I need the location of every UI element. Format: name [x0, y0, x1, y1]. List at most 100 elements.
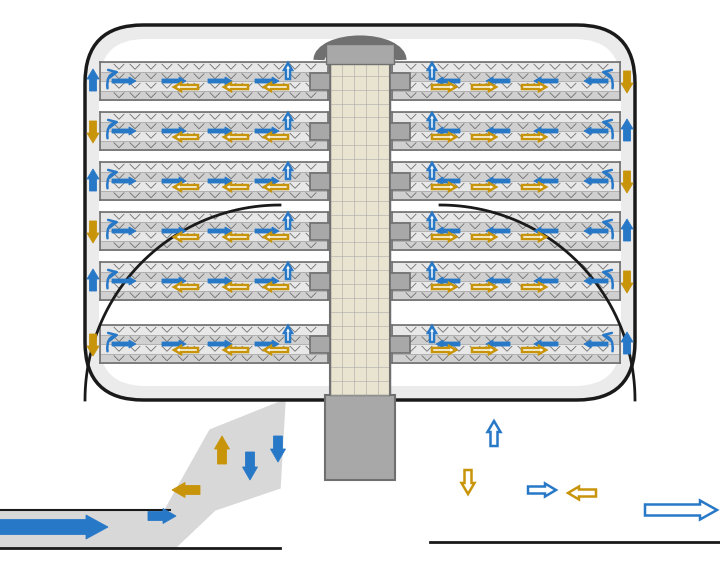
FancyArrow shape	[271, 436, 286, 462]
FancyArrow shape	[432, 133, 456, 141]
Bar	[100, 281, 328, 291]
FancyArrow shape	[224, 283, 248, 291]
Bar	[100, 344, 328, 353]
FancyArrow shape	[534, 340, 558, 348]
FancyArrow shape	[148, 509, 176, 523]
FancyArrow shape	[255, 77, 279, 85]
FancyArrow shape	[255, 277, 279, 285]
Bar	[330, 48, 390, 395]
Bar	[310, 273, 330, 290]
FancyArrow shape	[486, 277, 510, 285]
FancyArrow shape	[584, 127, 608, 135]
FancyArrow shape	[112, 177, 136, 185]
FancyArrow shape	[174, 283, 198, 291]
FancyArrow shape	[522, 183, 546, 191]
FancyArrow shape	[284, 63, 292, 79]
Bar	[100, 141, 328, 150]
FancyArrow shape	[436, 277, 460, 285]
FancyArrow shape	[208, 77, 232, 85]
Bar	[392, 262, 620, 271]
FancyArrow shape	[112, 340, 136, 348]
FancyArrow shape	[534, 277, 558, 285]
FancyArrow shape	[162, 77, 186, 85]
FancyArrow shape	[87, 121, 99, 143]
FancyArrow shape	[472, 133, 496, 141]
FancyArrow shape	[432, 283, 456, 291]
FancyArrow shape	[174, 346, 198, 354]
Bar	[392, 171, 620, 181]
FancyArrow shape	[487, 421, 500, 446]
Bar	[392, 212, 620, 221]
Bar	[100, 90, 328, 100]
FancyArrow shape	[255, 340, 279, 348]
Bar	[100, 241, 328, 250]
Bar	[100, 231, 328, 241]
Bar	[100, 171, 328, 181]
FancyArrow shape	[486, 77, 510, 85]
Bar	[392, 271, 620, 281]
FancyArrow shape	[522, 133, 546, 141]
FancyArrow shape	[112, 227, 136, 235]
FancyArrow shape	[621, 71, 633, 93]
FancyArrow shape	[87, 269, 99, 291]
FancyArrow shape	[264, 346, 288, 354]
FancyArrow shape	[428, 326, 436, 342]
Bar	[310, 73, 330, 90]
Bar	[392, 221, 620, 231]
FancyArrow shape	[522, 233, 546, 241]
Bar	[390, 273, 410, 290]
Bar	[392, 131, 620, 141]
FancyArrow shape	[621, 271, 633, 293]
Bar	[392, 325, 620, 335]
Bar	[310, 222, 330, 240]
FancyArrow shape	[584, 227, 608, 235]
FancyArrow shape	[264, 83, 288, 91]
Bar	[100, 262, 328, 271]
FancyArrow shape	[432, 233, 456, 241]
Bar	[310, 336, 330, 353]
FancyArrow shape	[87, 334, 99, 356]
Bar	[390, 123, 410, 140]
Bar	[100, 191, 328, 200]
FancyArrow shape	[428, 213, 436, 229]
FancyArrow shape	[208, 127, 232, 135]
FancyArrow shape	[87, 221, 99, 243]
FancyArrow shape	[534, 227, 558, 235]
Bar	[392, 335, 620, 344]
FancyArrow shape	[284, 213, 292, 229]
FancyArrow shape	[224, 233, 248, 241]
FancyArrow shape	[486, 340, 510, 348]
FancyArrow shape	[436, 127, 460, 135]
Bar	[392, 90, 620, 100]
FancyArrow shape	[486, 227, 510, 235]
FancyArrow shape	[224, 183, 248, 191]
FancyArrow shape	[112, 127, 136, 135]
FancyArrow shape	[428, 113, 436, 129]
FancyArrow shape	[215, 436, 230, 464]
Bar	[390, 222, 410, 240]
FancyArrow shape	[87, 169, 99, 191]
Bar	[100, 271, 328, 281]
FancyArrow shape	[621, 219, 633, 241]
Bar	[100, 162, 328, 171]
FancyArrow shape	[174, 83, 198, 91]
FancyBboxPatch shape	[85, 25, 635, 400]
FancyArrow shape	[284, 263, 292, 279]
Bar	[100, 212, 328, 221]
Bar	[100, 221, 328, 231]
FancyArrow shape	[486, 127, 510, 135]
FancyArrow shape	[87, 69, 99, 91]
Bar	[390, 172, 410, 189]
FancyArrow shape	[0, 515, 108, 539]
Bar	[392, 353, 620, 363]
Bar	[392, 281, 620, 291]
Bar	[390, 336, 410, 353]
Bar	[390, 73, 410, 90]
Bar	[392, 181, 620, 191]
Bar	[392, 162, 620, 171]
FancyArrow shape	[472, 83, 496, 91]
FancyArrow shape	[264, 233, 288, 241]
FancyArrow shape	[208, 227, 232, 235]
Bar	[100, 335, 328, 344]
FancyArrow shape	[436, 227, 460, 235]
